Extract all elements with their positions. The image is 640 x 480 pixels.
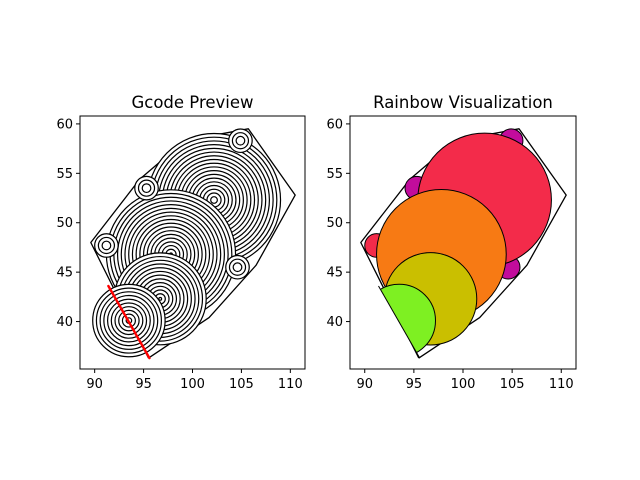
spiral-ring: [103, 294, 155, 347]
x-tick-label: 100: [180, 377, 205, 392]
spiral-ring: [228, 128, 253, 154]
plot-area: [360, 128, 567, 359]
y-tick-label: 45: [326, 266, 343, 281]
x-tick-label: 110: [278, 377, 303, 392]
spiral-ring: [231, 132, 250, 150]
y-tick-label: 40: [56, 315, 73, 330]
spiral-ring: [92, 283, 166, 358]
spiral-ring: [158, 296, 163, 301]
spiral-ring: [106, 298, 151, 343]
y-tick-label: 45: [56, 266, 73, 281]
y-tick-label: 40: [326, 315, 343, 330]
y-tick-label: 55: [56, 167, 73, 182]
spiral-ring: [99, 291, 159, 350]
y-tick-label: 55: [326, 167, 343, 182]
spiral-ring: [141, 183, 152, 194]
x-tick-label: 105: [229, 377, 254, 392]
spiral-circle: [225, 254, 250, 280]
x-tick-label: 95: [406, 377, 423, 392]
spiral-ring: [228, 258, 247, 276]
spiral-ring: [121, 313, 136, 328]
x-tick-label: 95: [135, 377, 152, 392]
spiral-ring: [94, 233, 119, 258]
spiral-ring: [210, 196, 218, 204]
y-tick-label: 50: [326, 216, 343, 231]
boundary-outline: [360, 128, 567, 359]
gcode-preview-axes: Gcode Preview 90 95 100 105 110 40 45 50 55 60: [56, 93, 306, 392]
spiral-ring: [101, 240, 112, 251]
spiral-circle: [134, 175, 159, 201]
spiral-circle: [228, 128, 253, 154]
spiral-ring: [235, 135, 246, 146]
spiral-ring: [137, 179, 156, 197]
x-tick-label: 90: [86, 377, 103, 392]
x-tick-label: 90: [356, 377, 373, 392]
disk-layer: [362, 128, 552, 358]
x-tick-label: 110: [549, 377, 574, 392]
spiral-ring: [134, 175, 159, 201]
spiral-ring: [114, 306, 144, 336]
color-disk: [362, 283, 436, 358]
spiral-ring: [97, 236, 116, 255]
chart-title: Rainbow Visualization: [373, 93, 553, 112]
spiral-ring: [232, 262, 243, 273]
chart-title: Gcode Preview: [131, 93, 253, 112]
spiral-ring: [118, 309, 140, 332]
y-tick-label: 60: [326, 117, 343, 132]
cut-line: [107, 284, 151, 360]
spiral-ring: [110, 302, 148, 339]
y-tick-label: 50: [56, 216, 73, 231]
boundary-outline: [90, 128, 296, 359]
spiral-circle: [94, 233, 119, 258]
plot-area: [90, 128, 296, 360]
disk-cut-edge: [378, 285, 421, 359]
spiral-ring: [225, 254, 250, 280]
rainbow-visualization-axes: Rainbow Visualization 90 95 100 105 110 40 45 50…: [326, 93, 577, 392]
x-tick-label: 100: [451, 377, 476, 392]
y-tick-label: 60: [56, 117, 73, 132]
spiral-ring: [95, 287, 162, 354]
x-tick-label: 105: [500, 377, 525, 392]
